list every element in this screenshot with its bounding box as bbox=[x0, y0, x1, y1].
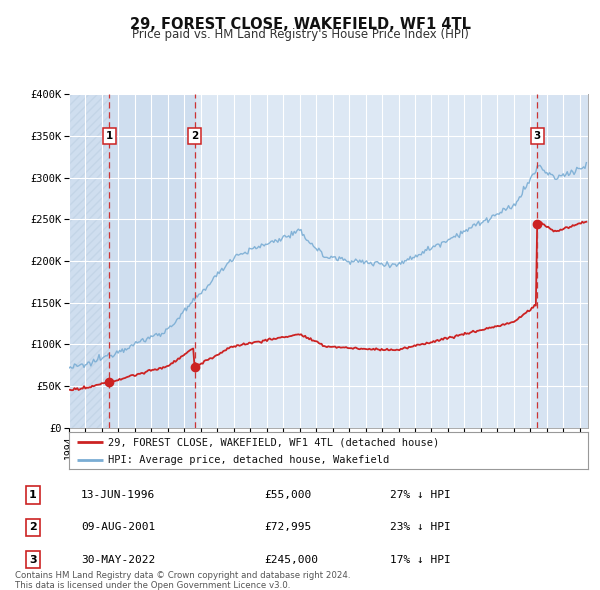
Text: 17% ↓ HPI: 17% ↓ HPI bbox=[390, 555, 451, 565]
Text: £55,000: £55,000 bbox=[264, 490, 311, 500]
Text: 2: 2 bbox=[191, 131, 198, 141]
Text: 3: 3 bbox=[29, 555, 37, 565]
Text: 27% ↓ HPI: 27% ↓ HPI bbox=[390, 490, 451, 500]
Text: 23% ↓ HPI: 23% ↓ HPI bbox=[390, 523, 451, 532]
Text: £72,995: £72,995 bbox=[264, 523, 311, 532]
Text: Contains HM Land Registry data © Crown copyright and database right 2024.: Contains HM Land Registry data © Crown c… bbox=[15, 571, 350, 580]
Text: 13-JUN-1996: 13-JUN-1996 bbox=[81, 490, 155, 500]
Text: 30-MAY-2022: 30-MAY-2022 bbox=[81, 555, 155, 565]
Text: 29, FOREST CLOSE, WAKEFIELD, WF1 4TL: 29, FOREST CLOSE, WAKEFIELD, WF1 4TL bbox=[130, 17, 470, 31]
Text: 1: 1 bbox=[29, 490, 37, 500]
Bar bbox=[109, 94, 194, 428]
Text: 1: 1 bbox=[106, 131, 113, 141]
Text: £245,000: £245,000 bbox=[264, 555, 318, 565]
Bar bbox=[537, 94, 588, 428]
Text: 3: 3 bbox=[533, 131, 541, 141]
Text: 09-AUG-2001: 09-AUG-2001 bbox=[81, 523, 155, 532]
Text: This data is licensed under the Open Government Licence v3.0.: This data is licensed under the Open Gov… bbox=[15, 581, 290, 589]
Text: 29, FOREST CLOSE, WAKEFIELD, WF1 4TL (detached house): 29, FOREST CLOSE, WAKEFIELD, WF1 4TL (de… bbox=[108, 437, 439, 447]
Text: HPI: Average price, detached house, Wakefield: HPI: Average price, detached house, Wake… bbox=[108, 455, 389, 465]
Bar bbox=[69, 94, 109, 428]
Bar bbox=[69, 94, 109, 428]
Text: Price paid vs. HM Land Registry's House Price Index (HPI): Price paid vs. HM Land Registry's House … bbox=[131, 28, 469, 41]
Text: 2: 2 bbox=[29, 523, 37, 532]
